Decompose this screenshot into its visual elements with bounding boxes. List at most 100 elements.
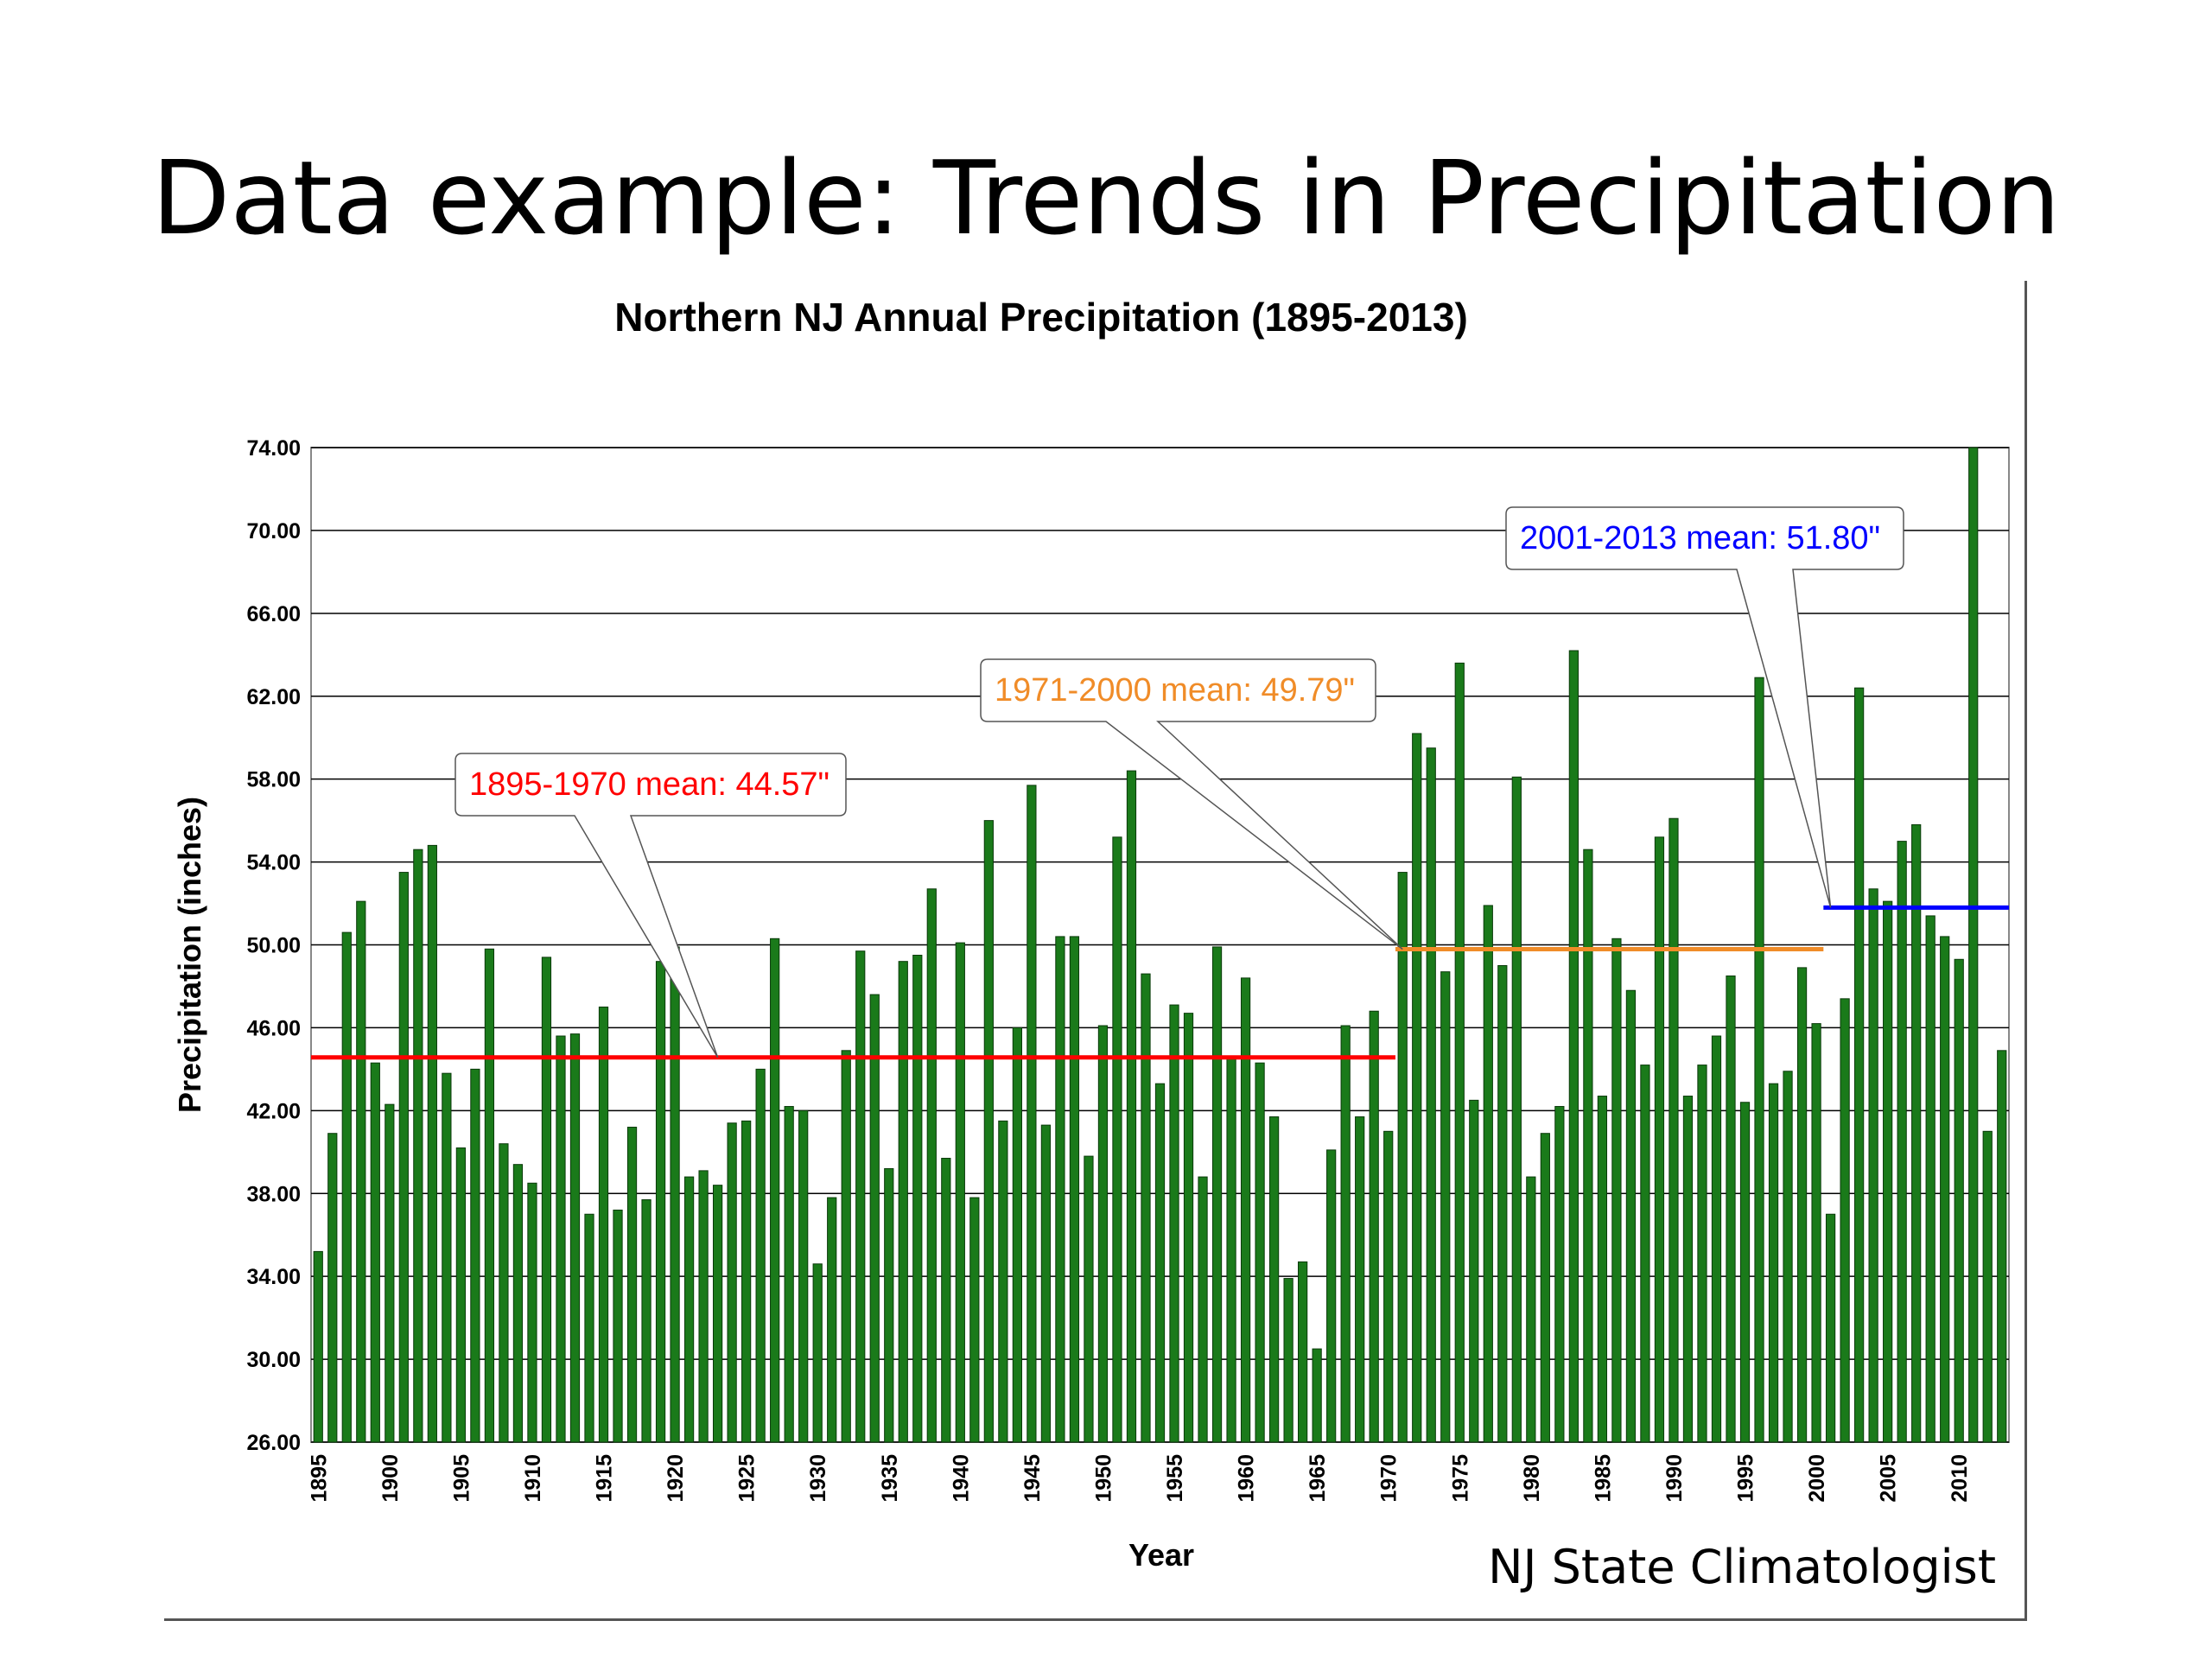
bar: [1883, 900, 1893, 1443]
bar: [527, 1182, 537, 1443]
bar: [1840, 998, 1850, 1443]
x-tick-label: 1955: [1163, 1454, 1187, 1503]
x-tick-label: 1895: [307, 1454, 331, 1503]
bar: [698, 1170, 709, 1443]
bar: [1097, 1025, 1109, 1443]
frame-border-right: [2024, 281, 2027, 1620]
mean-callouts: 1895-1970 mean: 44.57" 1971-2000 mean: 49…: [454, 506, 1904, 1058]
bar: [1625, 989, 1637, 1443]
x-tick-label: 2010: [1948, 1454, 1972, 1503]
bar: [1440, 971, 1451, 1443]
bar: [1255, 1062, 1265, 1443]
bar: [1568, 650, 1579, 1443]
y-axis-ticks: 74.00 70.00 66.00 62.00 58.00 54.00 50.00 46.00…: [246, 436, 301, 1455]
bar: [1040, 1124, 1052, 1443]
x-tick-label: 1935: [878, 1454, 902, 1503]
bar: [1925, 915, 1936, 1443]
bar: [1968, 447, 1979, 1443]
y-tick-label: 58.00: [246, 768, 301, 792]
bar: [1055, 936, 1065, 1443]
callout-label: 1895-1970 mean: 44.57": [469, 766, 830, 803]
bar: [1240, 977, 1251, 1443]
bar: [1697, 1065, 1707, 1443]
bar: [955, 942, 965, 1443]
bar: [1397, 872, 1408, 1443]
bar: [1997, 1050, 2007, 1443]
bar: [983, 820, 994, 1443]
bar: [1211, 946, 1223, 1443]
bar: [1940, 936, 1950, 1443]
bar: [1511, 776, 1522, 1443]
x-axis-label: Year: [1128, 1537, 1194, 1573]
bar: [1454, 662, 1465, 1443]
bar: [641, 1198, 652, 1443]
bar: [827, 1197, 837, 1443]
bar: [1982, 1130, 1993, 1443]
x-tick-label: 1945: [1020, 1454, 1045, 1503]
bar: [1711, 1035, 1722, 1443]
bar: [1682, 1096, 1694, 1443]
bar: [1268, 1116, 1280, 1443]
bar: [755, 1068, 766, 1443]
bar: [1754, 677, 1764, 1443]
bar: [1069, 936, 1080, 1443]
bar: [613, 1209, 623, 1443]
bar: [1154, 1083, 1166, 1443]
bar: [427, 844, 437, 1443]
bars: [313, 447, 2007, 1443]
x-tick-label: 1940: [949, 1454, 973, 1503]
chart-frame: Northern NJ Annual Precipitation (1895-2…: [164, 281, 2026, 1623]
x-tick-label: 1920: [664, 1454, 688, 1503]
bar: [1796, 967, 1808, 1443]
bar: [1312, 1348, 1322, 1443]
callout-bubble: [454, 753, 847, 1058]
bar: [1183, 1013, 1194, 1443]
bar: [1554, 1106, 1565, 1443]
y-tick-label: 42.00: [246, 1099, 301, 1123]
bar: [1654, 836, 1665, 1443]
bar: [569, 1033, 581, 1443]
bar: [1326, 1149, 1337, 1443]
bar: [1383, 1130, 1394, 1443]
bar: [1853, 687, 1865, 1443]
bar: [1283, 1278, 1294, 1443]
bar: [385, 1103, 395, 1443]
x-tick-label: 2000: [1805, 1454, 1829, 1503]
y-tick-label: 54.00: [246, 851, 301, 875]
bar: [869, 994, 880, 1443]
bar: [327, 1133, 338, 1443]
bar: [1669, 817, 1679, 1443]
bar: [1768, 1083, 1779, 1443]
callout-bubble: [1505, 506, 1904, 908]
bar: [1583, 849, 1593, 1443]
bar: [1726, 975, 1736, 1443]
bar: [1868, 888, 1878, 1443]
bar: [512, 1164, 524, 1443]
bar: [655, 961, 666, 1443]
bar: [770, 938, 780, 1443]
y-tick-label: 26.00: [246, 1431, 301, 1455]
bar: [1597, 1096, 1608, 1443]
x-tick-label: 1965: [1306, 1454, 1330, 1503]
bar: [341, 931, 352, 1443]
x-tick-label: 1900: [378, 1454, 403, 1503]
y-tick-label: 74.00: [246, 436, 301, 461]
bar: [727, 1122, 737, 1443]
bar: [556, 1035, 566, 1443]
y-tick-label: 62.00: [246, 685, 301, 709]
bar: [1540, 1133, 1550, 1443]
bar: [1954, 958, 1964, 1443]
bar: [313, 1250, 323, 1443]
bar: [855, 950, 866, 1443]
bar: [1340, 1025, 1351, 1443]
x-axis-ticks: 1895 1900 1905 1910 1915 1920 1925 1930 1935 1940…: [307, 1454, 1972, 1503]
bar: [683, 1176, 695, 1443]
x-tick-label: 1915: [593, 1454, 617, 1503]
bar: [370, 1062, 380, 1443]
bar: [1640, 1065, 1650, 1443]
bar: [898, 961, 908, 1443]
x-tick-label: 1985: [1591, 1454, 1615, 1503]
bar: [1355, 1116, 1365, 1443]
bar: [998, 1120, 1008, 1443]
bar: [1369, 1010, 1379, 1443]
